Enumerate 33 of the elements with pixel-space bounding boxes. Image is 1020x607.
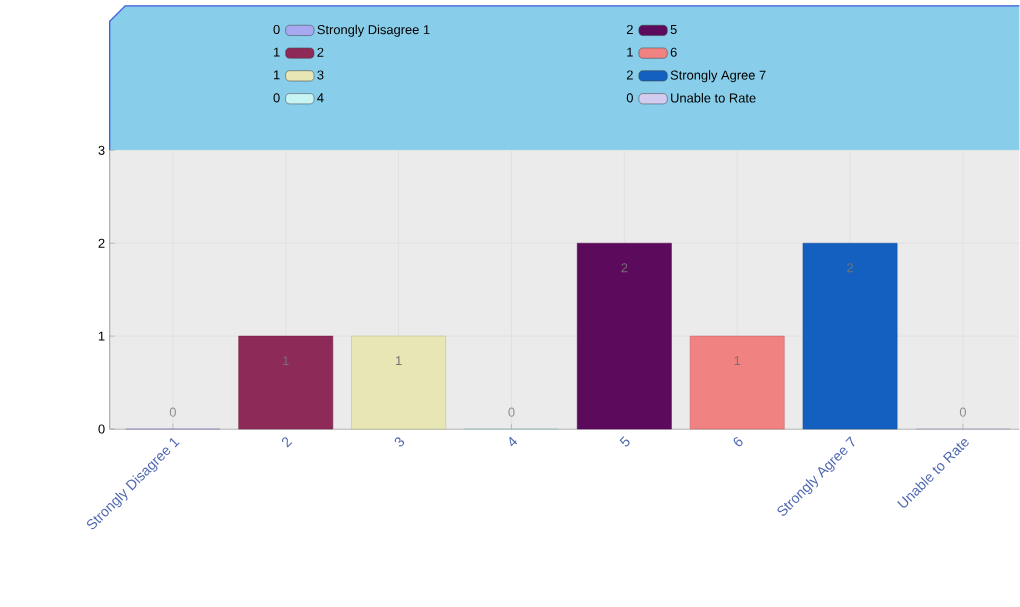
x-tick-label: 4	[509, 436, 518, 447]
data-label: 0	[169, 407, 176, 417]
legend-label: 3	[317, 70, 324, 80]
legend-label: 6	[670, 47, 677, 57]
legend-label: 2	[317, 47, 324, 57]
x-tick-label: 5	[619, 436, 630, 447]
text: 1	[274, 47, 280, 57]
legend-label: 5	[670, 24, 677, 34]
data-label: 2	[621, 263, 628, 273]
data-label: 0	[959, 407, 967, 417]
legend-label: Unable to Rate	[671, 93, 756, 103]
legend-label: Strongly Agree 7	[670, 70, 766, 83]
x-tick-label: 6	[733, 437, 743, 447]
y-tick-label: 1	[98, 331, 105, 341]
data-label: 2	[847, 263, 854, 273]
text: 0	[626, 93, 633, 103]
x-tick-label: 2	[281, 437, 293, 448]
text: 2	[626, 24, 633, 34]
legend-label: Strongly Disagree 1	[317, 24, 430, 37]
legend-label: 4	[317, 93, 324, 103]
text: 2	[626, 70, 633, 80]
text: 0	[273, 93, 280, 103]
data-label: 0	[508, 407, 515, 417]
text: 1	[274, 70, 280, 80]
y-tick-label: 0	[98, 424, 105, 434]
data-label: 1	[283, 356, 289, 366]
data-label: 1	[396, 356, 402, 366]
y-tick-label: 3	[98, 145, 105, 155]
data-label: 1	[734, 356, 741, 366]
text: 1	[627, 47, 633, 57]
y-tick-label: 2	[98, 238, 105, 248]
x-tick-label: 3	[394, 437, 405, 447]
text: 0	[273, 24, 280, 35]
